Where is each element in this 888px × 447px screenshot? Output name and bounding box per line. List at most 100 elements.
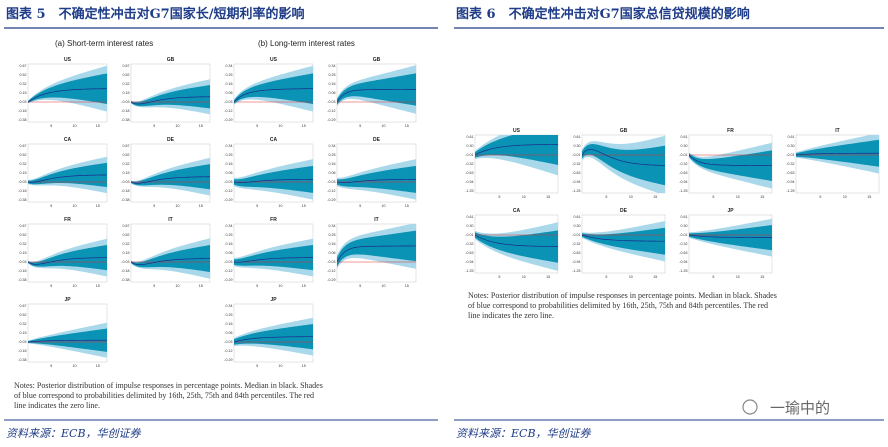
- x-tick-label: 5: [256, 364, 258, 368]
- panel: DE 0.34 0.25 0.16 0.06 -0.03 -0.12 -0.29 5 10 15: [327, 137, 417, 208]
- median-line: [234, 336, 313, 343]
- x-tick-label: 15: [96, 364, 100, 368]
- y-tick-label: -0.38: [121, 278, 129, 282]
- y-tick-label: -0.18: [18, 109, 26, 113]
- inner-band: [582, 227, 665, 255]
- y-tick-label: -0.38: [121, 118, 129, 122]
- y-tick-label: 0.06: [226, 91, 233, 95]
- fan: [475, 135, 558, 176]
- panel-title: US: [64, 57, 72, 63]
- y-tick-label: -0.94: [572, 180, 580, 184]
- panel-title: JP: [64, 297, 71, 303]
- y-tick-label: -0.94: [572, 260, 580, 264]
- panel: US 0.34 0.25 0.16 0.06 -0.03 -0.12 -0.29 5 10 15: [224, 57, 314, 128]
- inner-band: [131, 85, 210, 109]
- x-tick-label: 15: [302, 124, 306, 128]
- y-tick-label: -1.25: [465, 269, 473, 273]
- x-tick-label: 5: [712, 275, 714, 279]
- x-tick-label: 5: [498, 195, 500, 199]
- fan: [131, 79, 210, 115]
- x-tick-label: 5: [50, 204, 52, 208]
- y-tick-label: -0.63: [572, 171, 580, 175]
- y-tick-label: 0.61: [788, 135, 795, 139]
- panel-title: CA: [513, 208, 521, 214]
- x-tick-label: 10: [381, 124, 385, 128]
- x-tick-label: 5: [153, 124, 155, 128]
- y-tick-label: -0.63: [465, 251, 473, 255]
- y-tick-label: 0.34: [226, 304, 233, 308]
- y-tick-label: -0.12: [327, 109, 335, 113]
- x-tick-label: 15: [199, 204, 203, 208]
- median-line: [582, 234, 665, 242]
- notes-line: line indicates the zero line.: [468, 311, 554, 320]
- inner-band: [337, 165, 416, 193]
- watermark: 一瑜中的: [770, 399, 830, 417]
- y-tick-label: 0.32: [123, 82, 130, 86]
- y-tick-label: 0.25: [329, 73, 336, 77]
- x-tick-label: 10: [278, 284, 282, 288]
- y-tick-label: -0.03: [224, 180, 232, 184]
- x-tick-label: 10: [175, 284, 179, 288]
- x-tick-label: 15: [199, 284, 203, 288]
- y-tick-label: 0.52: [123, 233, 130, 237]
- inner-band: [28, 245, 107, 271]
- y-tick-label: -0.03: [18, 100, 26, 104]
- panel-title: JP: [727, 208, 734, 214]
- x-tick-label: 10: [736, 195, 740, 199]
- fan: [234, 317, 313, 356]
- y-tick-label: 0.52: [20, 313, 27, 317]
- panel-title: FR: [64, 217, 71, 223]
- inner-band: [475, 230, 558, 263]
- y-tick-label: 0.32: [20, 82, 27, 86]
- x-tick-label: 15: [302, 204, 306, 208]
- x-tick-label: 15: [546, 275, 550, 279]
- panel-title: IT: [835, 128, 839, 134]
- y-tick-label: -0.94: [465, 180, 473, 184]
- x-tick-label: 15: [546, 195, 550, 199]
- panel: US 0.61 0.30 -0.01 -0.32 -0.63 -0.94 -1.25 5 10 15: [465, 128, 559, 199]
- panel-group-title: (b) Long-term interest rates: [258, 39, 355, 48]
- x-tick-label: 5: [605, 275, 607, 279]
- figure-title: 图表 5 不确定性冲击对G7国家长/短期利率的影响: [6, 6, 304, 22]
- y-tick-label: -0.32: [465, 162, 473, 166]
- y-tick-label: 0.25: [226, 313, 233, 317]
- y-tick-label: -0.94: [786, 180, 794, 184]
- x-tick-label: 10: [381, 284, 385, 288]
- y-tick-label: 0.15: [20, 251, 27, 255]
- y-tick-label: 0.16: [329, 242, 336, 246]
- x-tick-label: 5: [153, 204, 155, 208]
- y-tick-label: -1.25: [679, 189, 687, 193]
- y-tick-label: 0.15: [20, 171, 27, 175]
- fan: [582, 135, 665, 193]
- y-tick-label: -0.01: [786, 153, 794, 157]
- panel-title: IT: [374, 217, 378, 223]
- panel: DE 0.67 0.52 0.32 0.15 -0.03 -0.18 -0.38 5 10 15: [121, 137, 211, 208]
- inner-band: [234, 244, 313, 271]
- y-tick-label: 0.67: [20, 144, 27, 148]
- x-tick-label: 10: [629, 195, 633, 199]
- median-line: [131, 258, 210, 265]
- y-tick-label: 0.25: [226, 73, 233, 77]
- y-tick-label: 0.16: [329, 162, 336, 166]
- panel: CA 0.61 0.30 -0.01 -0.32 -0.63 -0.94 -1.25 5 10 15: [465, 208, 559, 279]
- y-tick-label: -0.38: [18, 358, 26, 362]
- x-tick-label: 5: [712, 195, 714, 199]
- x-tick-label: 10: [72, 204, 76, 208]
- median-line: [337, 245, 416, 263]
- y-tick-label: 0.30: [681, 144, 688, 148]
- inner-band: [689, 150, 772, 181]
- y-tick-label: 0.30: [574, 144, 581, 148]
- y-tick-label: 0.30: [467, 224, 474, 228]
- y-tick-label: 0.06: [329, 171, 336, 175]
- x-tick-label: 5: [359, 204, 361, 208]
- y-tick-label: 0.06: [329, 91, 336, 95]
- notes-line: Notes: Posterior distribution of impulse…: [468, 291, 777, 300]
- y-tick-label: 0.30: [574, 224, 581, 228]
- y-tick-label: 0.32: [20, 162, 27, 166]
- y-tick-label: 0.06: [226, 171, 233, 175]
- median-line: [28, 257, 107, 265]
- y-tick-label: -1.25: [786, 189, 794, 193]
- y-tick-label: -0.63: [679, 251, 687, 255]
- y-tick-label: -0.18: [121, 189, 129, 193]
- fan: [337, 224, 416, 269]
